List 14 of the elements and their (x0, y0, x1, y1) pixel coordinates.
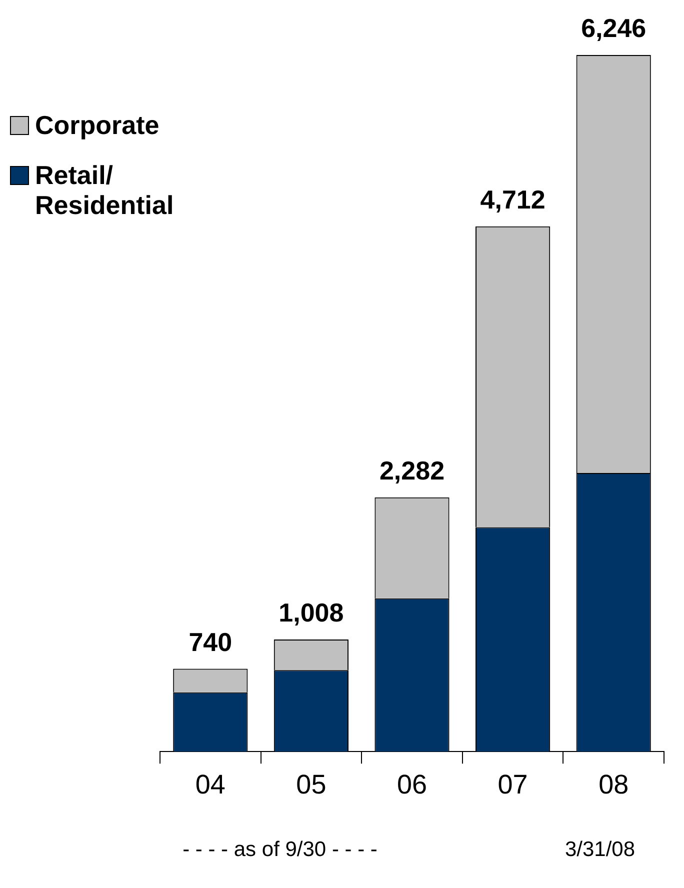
x-tick-label: 05 (296, 769, 326, 800)
text: 6,246 (581, 13, 646, 44)
x-tick-label: 08 (598, 769, 629, 800)
text: 3/31/08 (564, 838, 636, 862)
legend-label: Corporate (35, 110, 160, 140)
annotation: 4,712 (480, 184, 546, 215)
x-tick-label: 06 (396, 769, 428, 800)
x-tick-label: 04 (195, 769, 226, 800)
annotation: 1,008 (278, 598, 344, 628)
text: - - - - as of 9/30 - - - - (182, 838, 378, 862)
legend-label: Retail/ Residential (35, 160, 175, 220)
x-tick-label: 07 (498, 769, 528, 800)
annotation: 2,282 (379, 456, 445, 486)
annotation: 740 (188, 626, 232, 657)
